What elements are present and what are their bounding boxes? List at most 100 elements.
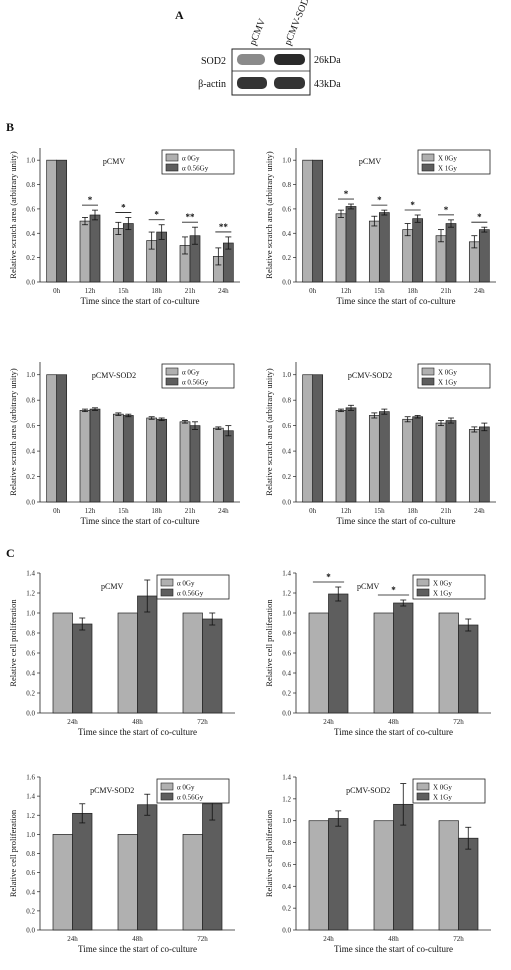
y-tick-label: 0.0: [26, 279, 35, 287]
bar-control-48h: [373, 820, 394, 931]
legend-label: X 1Gy: [433, 590, 452, 598]
western-blot: pCMV pCMV-SOD2 SOD2 β-actin 26kDa 43kDa: [198, 0, 341, 96]
bar-control-15h: [368, 220, 380, 283]
y-tick-label: 0.2: [26, 473, 35, 481]
bar-control-18h: [146, 417, 158, 503]
bar-treated-0h: [56, 374, 68, 503]
legend-label: X 0Gy: [433, 784, 452, 792]
x-tick-label: 24h: [323, 718, 334, 726]
bar-treated-72h: [458, 624, 479, 714]
y-tick-label: 0.4: [282, 448, 291, 456]
legend-label: X 0Gy: [438, 369, 457, 377]
legend-swatch: [165, 163, 179, 172]
y-tick-label: 0.0: [282, 710, 291, 718]
y-tick-label: 1.6: [26, 774, 35, 782]
significance-marker: *: [377, 195, 382, 205]
y-tick-label: 1.0: [282, 817, 291, 825]
legend-label: α 0Gy: [182, 155, 200, 163]
y-tick-label: 1.0: [26, 157, 35, 165]
x-tick-label: 0h: [309, 287, 317, 295]
x-tick-label: 72h: [197, 718, 208, 726]
blot-band-actin-pcmv: [237, 77, 267, 89]
y-tick-label: 0.2: [282, 254, 291, 262]
blot-band-actin-pcmv-sod2: [274, 77, 305, 89]
bar-treated-48h: [137, 804, 158, 931]
legend-swatch: [165, 367, 179, 376]
blot-size-actin: 43kDa: [314, 79, 341, 90]
bar-control-72h: [438, 820, 459, 931]
legend-label: α 0.56Gy: [182, 165, 209, 173]
blot-protein-actin: β-actin: [198, 79, 226, 90]
y-tick-label: 1.2: [282, 590, 291, 598]
legend-label: α 0.56Gy: [177, 794, 204, 802]
y-tick-label: 0.2: [26, 690, 35, 698]
legend-swatch: [421, 367, 435, 376]
legend-label: α 0.56Gy: [182, 379, 209, 387]
bar-treated-24h: [328, 818, 349, 931]
significance-marker: *: [410, 200, 415, 210]
x-tick-label: 0h: [53, 507, 61, 515]
bar-control-18h: [402, 229, 414, 283]
bar-control-15h: [112, 228, 124, 283]
blot-lane-label-pcmv: pCMV: [248, 17, 269, 48]
legend-label: X 0Gy: [438, 155, 457, 163]
y-tick-label: 0.6: [282, 650, 291, 658]
chart-b-pcmvsod2-alpha: 0.0 0.2 0.4 0.6 0.8 1.0 0h 12h 15h 18h 21h 24h pCMV-…: [8, 362, 240, 526]
chart-b-pcmv-x: 0.0 0.2 0.4 0.6 0.8 1.0 0h * 12h * 15h * 18h * 21h * 24h…: [264, 148, 496, 306]
y-tick-label: 1.2: [26, 812, 35, 820]
legend-label: X 1Gy: [433, 794, 452, 802]
bar-control-24h: [212, 427, 224, 503]
bar-treated-24h: [72, 812, 93, 931]
y-axis-label: Relative cell proliferation: [264, 809, 274, 897]
legend-label: X 1Gy: [438, 379, 457, 387]
y-axis-label: Relative scratch area (arbitrary unity): [8, 368, 18, 496]
y-tick-label: 1.0: [282, 610, 291, 618]
y-tick-label: 0.6: [282, 861, 291, 869]
bar-control-12h: [79, 410, 91, 503]
y-axis-label: Relative scratch area (arbitrary unity): [8, 151, 18, 279]
x-axis-label: Time since the start of co-culture: [78, 727, 197, 737]
bar-treated-12h: [89, 214, 101, 283]
x-tick-label: 21h: [441, 507, 452, 515]
y-axis-label: Relative cell proliferation: [264, 599, 274, 687]
legend-label: α 0.56Gy: [177, 590, 204, 598]
bar-control-72h: [182, 834, 203, 931]
x-tick-label: 24h: [218, 507, 229, 515]
bar-treated-24h: [222, 430, 234, 503]
y-tick-label: 0.0: [26, 499, 35, 507]
bar-control-0h: [302, 374, 314, 503]
blot-band-sod2-pcmv: [237, 54, 265, 65]
chart-title: pCMV: [357, 582, 379, 591]
bar-control-0h: [302, 159, 314, 283]
y-tick-label: 0.4: [26, 670, 35, 678]
y-tick-label: 1.0: [26, 371, 35, 379]
significance-marker: *: [477, 212, 482, 222]
bar-control-15h: [112, 413, 124, 503]
y-axis-label: Relative scratch area (arbitrary unity): [264, 151, 274, 279]
bar-control-12h: [79, 220, 91, 283]
blot-frame: [231, 48, 311, 96]
legend-swatch: [416, 578, 430, 587]
bar-control-48h: [117, 834, 138, 931]
y-axis-label: Relative cell proliferation: [8, 809, 18, 897]
bar-treated-21h: [445, 420, 457, 503]
significance-marker: *: [326, 572, 331, 582]
legend-swatch: [421, 163, 435, 172]
bar-treated-72h: [202, 803, 223, 931]
x-tick-label: 24h: [474, 507, 485, 515]
legend-label: α 0Gy: [182, 369, 200, 377]
chart-c-pcmv-x: 0.0 0.2 0.4 0.6 0.8 1.0 1.2 1.4 * 24h * 48h 72h pCMV X…: [264, 570, 491, 737]
bar-treated-12h: [89, 408, 101, 503]
y-tick-label: 0.8: [282, 397, 291, 405]
y-tick-label: 0.2: [26, 254, 35, 262]
y-tick-label: 1.0: [26, 831, 35, 839]
bar-control-72h: [438, 612, 459, 714]
legend-swatch: [160, 578, 174, 587]
bar-treated-18h: [412, 416, 424, 503]
panel-label-b: B: [6, 120, 15, 134]
panel-label-c: C: [6, 546, 15, 560]
x-tick-label: 18h: [407, 507, 418, 515]
x-tick-label: 12h: [341, 287, 352, 295]
y-tick-label: 0.6: [26, 205, 35, 213]
blot-band-sod2-pcmv-sod2: [274, 54, 305, 65]
